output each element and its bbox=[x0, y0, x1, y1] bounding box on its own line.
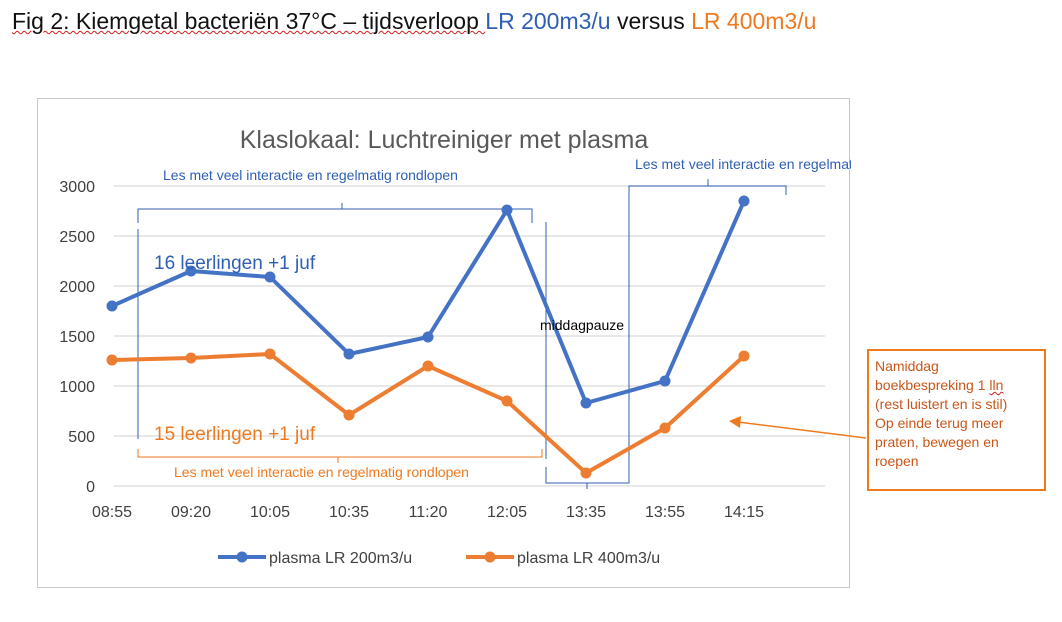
x-tick-label-0855: 08:55 bbox=[92, 504, 132, 521]
series-1-point-1355 bbox=[659, 375, 671, 387]
y-tick-label-0: 0 bbox=[86, 479, 95, 496]
callout-line-2: boekbespreking 1 lln bbox=[875, 376, 1038, 395]
caption-series-blue: LR 200m3/u bbox=[485, 8, 611, 34]
x-tick-label-1335: 13:35 bbox=[566, 504, 606, 521]
orange-group-label: 15 leerlingen +1 juf bbox=[154, 424, 316, 445]
series-1-point-1335 bbox=[580, 397, 592, 409]
top-bracket-left bbox=[137, 203, 533, 223]
x-tick-label-1005: 10:05 bbox=[250, 504, 290, 521]
y-tick-label-2000: 2000 bbox=[59, 279, 95, 296]
x-tick-label-1205: 12:05 bbox=[487, 504, 527, 521]
legend-label-2: plasma LR 400m3/u bbox=[517, 550, 660, 567]
callout-line-5: praten, bewegen en bbox=[875, 434, 999, 450]
callout-line-6: roepen bbox=[875, 453, 919, 469]
series-2-point-1005 bbox=[264, 348, 276, 360]
pause-label: middagpauze bbox=[540, 317, 624, 333]
line-chart: Klaslokaal: Luchtreiniger met plasma 0 500… bbox=[59, 126, 851, 567]
series-line-1 bbox=[111, 200, 746, 405]
caption-versus: versus bbox=[610, 8, 692, 34]
series-2-point-0855 bbox=[106, 354, 118, 366]
series-1-point-1120 bbox=[422, 331, 434, 343]
legend-marker-2 bbox=[484, 551, 496, 563]
legend-marker-1 bbox=[236, 551, 248, 563]
series-2-point-1415 bbox=[738, 350, 750, 362]
top-bracket-right-label: Les met veel interactie en regelmatig ro… bbox=[635, 156, 851, 172]
series-2-point-1355 bbox=[659, 422, 671, 434]
series-2-point-1120 bbox=[422, 360, 434, 372]
chart-frame: Klaslokaal: Luchtreiniger met plasma 0 500… bbox=[37, 98, 851, 588]
bottom-bracket-left-label: Les met veel interactie en regelmatig ro… bbox=[174, 464, 469, 480]
series-2-point-0920 bbox=[185, 352, 197, 364]
y-tick-label-1000: 1000 bbox=[59, 379, 95, 396]
series-1-point-1005 bbox=[264, 271, 276, 283]
x-tick-label-1120: 11:20 bbox=[409, 504, 448, 521]
series-1-point-1205 bbox=[501, 204, 513, 216]
series-1-point-0855 bbox=[106, 300, 118, 312]
pause-bracket bbox=[545, 467, 630, 489]
y-tick-label-3000: 3000 bbox=[59, 179, 95, 196]
y-tick-label-500: 500 bbox=[68, 429, 95, 446]
callout-line-2-abbrev: lln bbox=[989, 377, 1004, 393]
callout-line-1: Namiddag bbox=[875, 358, 939, 374]
x-tick-label-1415: 14:15 bbox=[724, 504, 764, 521]
callout-line-4: Op einde terug meer bbox=[875, 415, 1004, 431]
callout-line-3: (rest luistert en is stil) bbox=[875, 396, 1008, 412]
x-tick-label-1355: 13:55 bbox=[645, 504, 685, 521]
caption-series-orange: LR 400m3/u bbox=[691, 8, 817, 34]
y-tick-label-1500: 1500 bbox=[59, 329, 95, 346]
x-tick-label-1035: 10:35 bbox=[329, 504, 369, 521]
y-tick-label-2500: 2500 bbox=[59, 229, 95, 246]
afternoon-callout: Namiddag boekbespreking 1 lln (rest luis… bbox=[867, 349, 1046, 491]
series-1-point-0920 bbox=[185, 265, 197, 277]
chart-title: Klaslokaal: Luchtreiniger met plasma bbox=[240, 126, 649, 154]
legend-label-1: plasma LR 200m3/u bbox=[269, 550, 412, 567]
series-2-point-1335 bbox=[580, 467, 592, 479]
caption-prefix: Fig 2: Kiemgetal bacteriën 37°C – tijdsv… bbox=[12, 8, 486, 34]
series-line-2 bbox=[111, 352, 746, 475]
blue-group-label: 16 leerlingen +1 juf bbox=[154, 253, 316, 274]
series-1-point-1415 bbox=[738, 195, 750, 207]
series-2-point-1205 bbox=[501, 395, 513, 407]
bottom-bracket-left bbox=[137, 449, 543, 463]
series-1-point-1035 bbox=[343, 348, 355, 360]
figure-caption: Fig 2: Kiemgetal bacteriën 37°C – tijdsv… bbox=[12, 8, 816, 35]
x-tick-label-0920: 09:20 bbox=[171, 504, 211, 521]
series-2-point-1035 bbox=[343, 409, 355, 421]
callout-line-2-text: boekbespreking 1 bbox=[875, 377, 990, 393]
top-bracket-right bbox=[628, 179, 787, 203]
top-bracket-left-label: Les met veel interactie en regelmatig ro… bbox=[163, 167, 458, 183]
